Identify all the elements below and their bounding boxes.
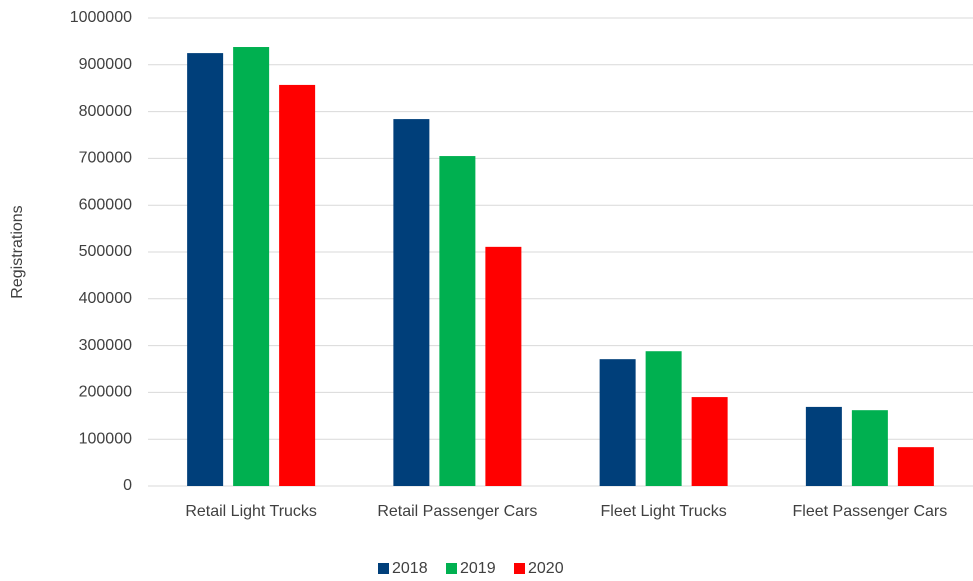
legend-label: 2020	[528, 560, 564, 577]
x-tick-label: Retail Passenger Cars	[377, 503, 537, 520]
y-tick-label: 0	[123, 477, 132, 494]
y-tick-label: 400000	[79, 290, 132, 307]
legend-label: 2018	[392, 560, 428, 577]
bar	[691, 397, 728, 486]
y-tick-label: 100000	[79, 430, 132, 447]
bar	[187, 53, 224, 486]
y-tick-label: 800000	[79, 103, 132, 120]
bar	[897, 447, 934, 486]
bar	[805, 406, 842, 486]
bar	[645, 351, 682, 486]
x-tick-label: Retail Light Trucks	[185, 503, 317, 520]
bar	[485, 246, 522, 486]
legend-swatch	[446, 563, 457, 574]
y-tick-label: 1000000	[70, 9, 132, 26]
x-tick-label: Fleet Passenger Cars	[793, 503, 948, 520]
y-axis-label: Registrations	[9, 205, 26, 298]
bar	[233, 47, 270, 487]
bar	[439, 156, 476, 486]
y-tick-label: 500000	[79, 243, 132, 260]
y-tick-label: 300000	[79, 337, 132, 354]
x-tick-label: Fleet Light Trucks	[600, 503, 726, 520]
bar	[851, 410, 888, 486]
legend-swatch	[378, 563, 389, 574]
legend-label: 2019	[460, 560, 496, 577]
legend-swatch	[514, 563, 525, 574]
bar	[393, 119, 430, 486]
y-tick-label: 200000	[79, 384, 132, 401]
y-tick-label: 600000	[79, 196, 132, 213]
bar	[599, 359, 636, 486]
y-tick-label: 900000	[79, 56, 132, 73]
y-tick-label: 700000	[79, 150, 132, 167]
bar	[279, 84, 316, 486]
